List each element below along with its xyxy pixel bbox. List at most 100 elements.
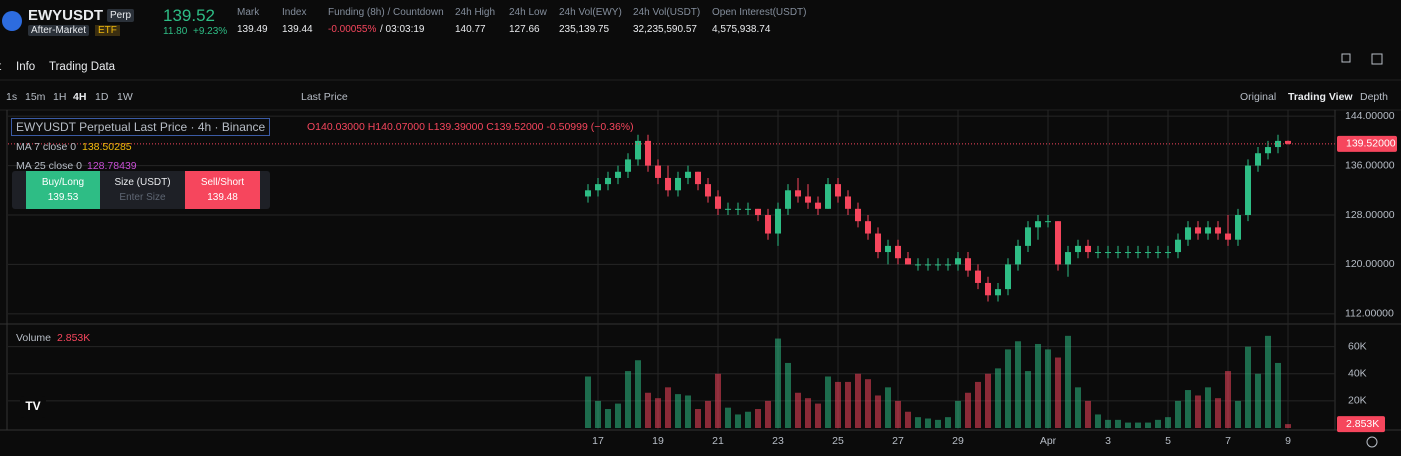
volume-bar <box>865 379 871 428</box>
interval[interactable]: 4H <box>73 91 87 103</box>
change-pct: +9.23% <box>193 26 228 37</box>
candle-body <box>885 245 891 253</box>
tab[interactable]: Trading Data <box>49 61 116 73</box>
volume-bar <box>1145 422 1151 428</box>
candle-body <box>725 208 731 210</box>
candle-body <box>1105 252 1111 254</box>
candle-body <box>605 177 611 185</box>
layout-icon[interactable] <box>1371 53 1383 65</box>
volume-bar <box>615 403 621 428</box>
ohlc-text: O140.03000 H140.07000 L139.39000 C139.52… <box>307 121 634 133</box>
volume-bar <box>775 338 781 428</box>
candle-body <box>1035 221 1041 228</box>
volume-bar <box>585 376 591 428</box>
volume-bar <box>855 373 861 428</box>
session: After-Market <box>28 25 90 36</box>
candle-body <box>1115 252 1121 254</box>
candle-body <box>655 165 661 178</box>
candle-body <box>1255 153 1261 166</box>
tab[interactable]: t <box>0 61 1 73</box>
symbol-icon <box>2 11 22 31</box>
volume-bar <box>1285 424 1291 428</box>
volume-bar <box>1055 357 1061 428</box>
candle-body <box>1145 252 1151 254</box>
candle-body <box>905 258 911 265</box>
candle-body <box>1215 227 1221 234</box>
candle-body <box>1225 233 1231 240</box>
candle-body <box>645 140 651 166</box>
ma25-label: MA 25 close 0 <box>16 160 82 172</box>
stat-value: 139.49 <box>237 24 268 35</box>
x-tick-label: 25 <box>832 435 844 447</box>
stat-value: 139.44 <box>282 24 313 35</box>
sell-button[interactable]: Sell/Short 139.48 <box>185 171 260 209</box>
view-tab[interactable]: Depth <box>1360 91 1389 103</box>
change: 11.80 <box>163 26 188 37</box>
volume-bar <box>915 417 921 428</box>
size-box[interactable]: Size (USDT) Enter Size <box>100 171 185 203</box>
volume-bar <box>945 417 951 428</box>
price-type[interactable]: Last Price <box>301 91 348 103</box>
candle-body <box>825 184 831 209</box>
stat-value: -0.00055% <box>328 24 377 35</box>
volume-bar <box>1135 422 1141 428</box>
buy-button[interactable]: Buy/Long 139.53 <box>26 171 100 209</box>
candle-body <box>965 258 971 271</box>
candle-body <box>845 196 851 209</box>
y-tick-label: 128.00000 <box>1345 209 1395 221</box>
y-tick-label: 144.00000 <box>1345 110 1395 122</box>
volume-bar <box>1125 422 1131 428</box>
candle-body <box>915 264 921 266</box>
symbol[interactable]: EWYUSDT <box>28 7 103 24</box>
volume-bar <box>1265 335 1271 428</box>
volume-bar <box>885 387 891 428</box>
volume-bar <box>785 362 791 428</box>
volume-bar <box>1155 419 1161 428</box>
volume-bar <box>1115 419 1121 428</box>
volume-bar <box>1015 341 1021 428</box>
candle-body <box>775 208 781 234</box>
x-tick-label: 7 <box>1225 435 1231 447</box>
volume-bar <box>675 394 681 428</box>
tab[interactable]: Info <box>16 61 36 73</box>
candle-body <box>1265 147 1271 154</box>
candle-body <box>635 140 641 160</box>
sell-label: Sell/Short <box>200 177 245 188</box>
interval[interactable]: 1W <box>117 91 133 103</box>
candle-body <box>1175 239 1181 253</box>
candle-body <box>805 196 811 203</box>
interval[interactable]: 15m <box>25 91 46 103</box>
interval[interactable]: 1H <box>53 91 67 103</box>
candle-body <box>855 208 861 222</box>
legend-title[interactable]: EWYUSDT Perpetual Last Price · 4h · Bina… <box>11 118 271 136</box>
candle-body <box>1065 252 1071 265</box>
volume-bar <box>825 376 831 428</box>
volume-bar <box>1205 387 1211 428</box>
tv-logo <box>20 396 46 418</box>
candle-body <box>1025 227 1031 246</box>
view-tab[interactable]: Original <box>1240 91 1277 103</box>
view-tab[interactable]: Trading View <box>1288 91 1353 103</box>
volume-bar <box>995 368 1001 428</box>
volume-bar <box>905 411 911 428</box>
stat-label: Index <box>282 7 307 18</box>
stat-value: 235,139.75 <box>559 24 610 35</box>
stat-label: Mark <box>237 7 260 18</box>
interval[interactable]: 1D <box>95 91 109 103</box>
volume-bar <box>1275 362 1281 428</box>
candle-body <box>895 245 901 259</box>
volume-tag-label: 2.853K <box>1346 418 1379 430</box>
volume-bar <box>815 403 821 428</box>
candle-body <box>1165 252 1171 254</box>
x-tick-label: 17 <box>592 435 604 447</box>
interval[interactable]: 1s <box>6 91 18 103</box>
candle-body <box>985 282 991 296</box>
settings-icon[interactable] <box>1366 436 1378 448</box>
candle-body <box>1155 252 1161 254</box>
volume-bar <box>1255 373 1261 428</box>
expand-icon[interactable] <box>1341 53 1351 63</box>
volume-bar <box>655 398 661 428</box>
candle-body <box>1125 252 1131 254</box>
volume-bar <box>1065 335 1071 428</box>
volume-bar <box>1235 400 1241 428</box>
